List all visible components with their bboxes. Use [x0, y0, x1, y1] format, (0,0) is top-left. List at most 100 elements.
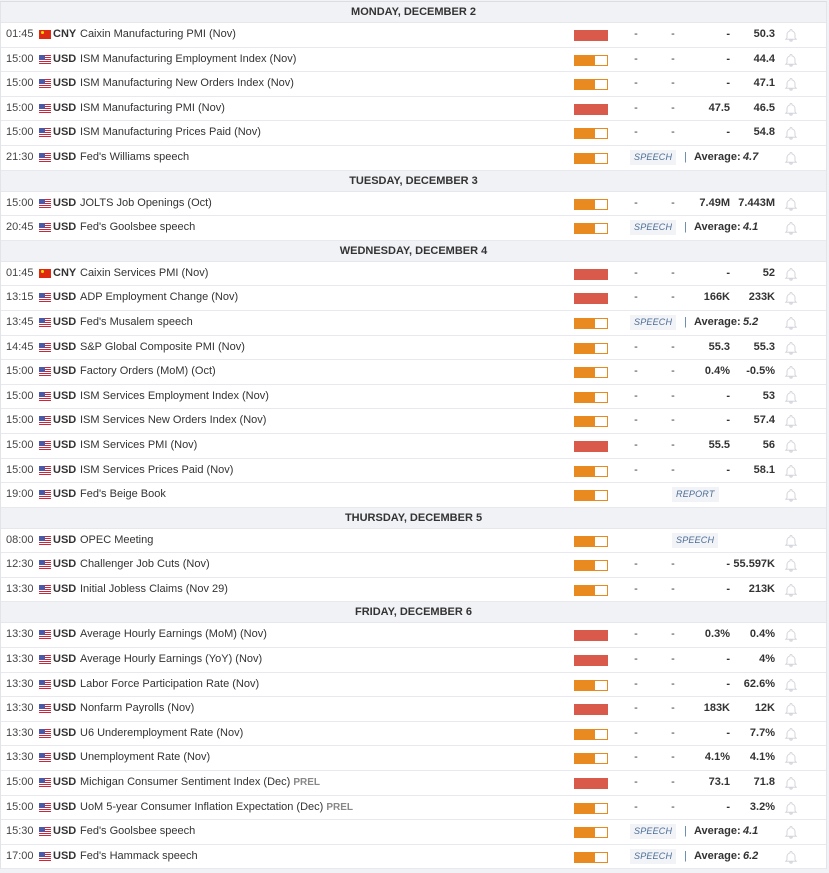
- bell-alert-icon[interactable]: [784, 221, 798, 235]
- impact-medium-indicator: [574, 198, 608, 210]
- bell-alert-icon[interactable]: [784, 534, 798, 548]
- event-name[interactable]: S&P Global Composite PMI (Nov): [80, 336, 245, 359]
- event-name[interactable]: Factory Orders (MoM) (Oct): [80, 360, 216, 383]
- event-name[interactable]: Caixin Services PMI (Nov): [80, 262, 208, 285]
- event-name[interactable]: ISM Services Employment Index (Nov): [80, 385, 269, 408]
- event-row[interactable]: 15:00 USD ISM Services Employment Index (N…: [1, 384, 826, 410]
- event-row[interactable]: 15:00 USD ISM Manufacturing New Orders Ind…: [1, 72, 826, 97]
- event-row[interactable]: 13:30 USD Initial Jobless Claims (Nov 29) -…: [1, 577, 826, 603]
- event-row[interactable]: 20:45 USD Fed's Goolsbee speech SPEECH | Aver…: [1, 216, 826, 241]
- event-row[interactable]: 13:15 USD ADP Employment Change (Nov) - - 166…: [1, 286, 826, 311]
- event-name[interactable]: UoM 5-year Consumer Inflation Expectatio…: [80, 796, 353, 819]
- event-name-text: ISM Manufacturing Prices Paid (Nov): [80, 126, 261, 139]
- bell-alert-icon[interactable]: [784, 628, 798, 643]
- event-row[interactable]: 15:00 USD ISM Services PMI (Nov) - - 55.5 56: [1, 433, 826, 459]
- event-name[interactable]: Nonfarm Payrolls (Nov): [80, 697, 194, 720]
- bell-alert-icon[interactable]: [784, 126, 798, 141]
- event-name[interactable]: ISM Manufacturing New Orders Index (Nov): [80, 72, 294, 95]
- bell-alert-icon[interactable]: [784, 197, 798, 211]
- event-row[interactable]: 15:00 USD Factory Orders (MoM) (Oct) - - 0.4%…: [1, 360, 826, 385]
- separator: |: [684, 150, 687, 163]
- event-name[interactable]: Challenger Job Cuts (Nov): [80, 553, 210, 576]
- event-row[interactable]: 13:30 USD U6 Underemployment Rate (Nov) - - -…: [1, 721, 826, 747]
- bell-alert-icon[interactable]: [784, 825, 798, 839]
- bell-alert-icon[interactable]: [784, 727, 798, 741]
- event-time: 15:30: [6, 825, 34, 838]
- event-row[interactable]: 21:30 USD Fed's Williams speech SPEECH | Aver…: [1, 145, 826, 171]
- event-row[interactable]: 15:00 USD ISM Manufacturing PMI (Nov) - - 47.…: [1, 96, 826, 122]
- event-name[interactable]: ISM Services New Orders Index (Nov): [80, 409, 266, 432]
- event-name[interactable]: Fed's Hammack speech: [80, 845, 198, 868]
- event-name[interactable]: Caixin Manufacturing PMI (Nov): [80, 23, 236, 46]
- bell-alert-icon[interactable]: [784, 341, 798, 355]
- bell-alert-icon[interactable]: [784, 702, 798, 716]
- event-row[interactable]: 15:00 USD ISM Manufacturing Prices Paid (N…: [1, 121, 826, 146]
- event-name[interactable]: U6 Underemployment Rate (Nov): [80, 722, 243, 745]
- event-row[interactable]: 19:00 USD Fed's Beige Book REPORT: [1, 483, 826, 508]
- bell-alert-icon[interactable]: [784, 316, 798, 330]
- event-name[interactable]: ISM Services PMI (Nov): [80, 434, 197, 457]
- event-row[interactable]: 13:45 USD Fed's Musalem speech SPEECH | Avera…: [1, 310, 826, 336]
- event-name[interactable]: Unemployment Rate (Nov): [80, 746, 210, 769]
- event-name[interactable]: ISM Manufacturing Prices Paid (Nov): [80, 121, 261, 144]
- bell-alert-icon[interactable]: [784, 291, 798, 306]
- consensus-value: -: [726, 389, 730, 402]
- bell-alert-icon[interactable]: [784, 464, 798, 478]
- bell-alert-icon[interactable]: [784, 28, 798, 42]
- event-row[interactable]: 01:45 CNY Caixin Manufacturing PMI (Nov) - -…: [1, 23, 826, 48]
- event-name[interactable]: Fed's Beige Book: [80, 483, 166, 506]
- impact-medium-indicator: [574, 535, 608, 547]
- event-name[interactable]: Michigan Consumer Sentiment Index (Dec) P…: [80, 771, 320, 794]
- event-row[interactable]: 15:00 USD ISM Services New Orders Index (N…: [1, 409, 826, 434]
- event-name[interactable]: Labor Force Participation Rate (Nov): [80, 673, 259, 696]
- event-row[interactable]: 08:00 USD OPEC Meeting SPEECH: [1, 528, 826, 554]
- event-name[interactable]: Average Hourly Earnings (MoM) (Nov): [80, 623, 267, 646]
- bell-alert-icon[interactable]: [784, 678, 798, 692]
- bell-alert-icon[interactable]: [784, 439, 798, 453]
- event-row[interactable]: 13:30 USD Average Hourly Earnings (MoM) (N…: [1, 623, 826, 649]
- event-row[interactable]: 15:30 USD Fed's Goolsbee speech SPEECH | Aver…: [1, 820, 826, 845]
- bell-alert-icon[interactable]: [784, 488, 798, 502]
- bell-alert-icon[interactable]: [784, 776, 798, 790]
- event-name[interactable]: ISM Manufacturing PMI (Nov): [80, 97, 225, 120]
- bell-alert-icon[interactable]: [784, 390, 798, 404]
- event-row[interactable]: 15:00 USD ISM Services Prices Paid (Nov) - -…: [1, 458, 826, 484]
- bell-alert-icon[interactable]: [784, 850, 798, 864]
- event-row[interactable]: 01:45 CNY Caixin Services PMI (Nov) - - - 52: [1, 261, 826, 287]
- event-name[interactable]: ISM Manufacturing Employment Index (Nov): [80, 48, 296, 71]
- bell-alert-icon[interactable]: [784, 267, 798, 281]
- event-name[interactable]: Fed's Williams speech: [80, 146, 189, 169]
- bell-alert-icon[interactable]: [784, 53, 798, 67]
- bell-alert-icon[interactable]: [784, 558, 798, 573]
- event-row[interactable]: 13:30 USD Average Hourly Earnings (YoY) (N…: [1, 648, 826, 673]
- event-name[interactable]: ADP Employment Change (Nov): [80, 286, 238, 309]
- event-name[interactable]: Average Hourly Earnings (YoY) (Nov): [80, 648, 262, 671]
- event-row[interactable]: 15:00 USD JOLTS Job Openings (Oct) - - 7.49M 7…: [1, 191, 826, 217]
- event-row[interactable]: 15:00 USD ISM Manufacturing Employment Ind…: [1, 47, 826, 73]
- bell-alert-icon[interactable]: [784, 151, 798, 165]
- bell-alert-icon[interactable]: [784, 583, 798, 597]
- event-row[interactable]: 17:00 USD Fed's Hammack speech SPEECH | Avera…: [1, 844, 826, 870]
- bell-alert-icon[interactable]: [784, 653, 798, 667]
- event-name[interactable]: Fed's Goolsbee speech: [80, 820, 195, 843]
- event-row[interactable]: 15:00 USD Michigan Consumer Sentiment Inde…: [1, 771, 826, 796]
- event-name[interactable]: Initial Jobless Claims (Nov 29): [80, 578, 228, 601]
- event-row[interactable]: 13:30 USD Labor Force Participation Rate (…: [1, 672, 826, 698]
- event-row[interactable]: 13:30 USD Unemployment Rate (Nov) - - 4.1% 4.1…: [1, 746, 826, 772]
- bell-alert-icon[interactable]: [784, 77, 798, 91]
- bell-alert-icon[interactable]: [784, 414, 798, 429]
- bell-alert-icon[interactable]: [784, 102, 798, 116]
- event-name[interactable]: Fed's Goolsbee speech: [80, 216, 195, 239]
- event-name[interactable]: JOLTS Job Openings (Oct): [80, 192, 212, 215]
- event-name[interactable]: ISM Services Prices Paid (Nov): [80, 459, 233, 482]
- event-row[interactable]: 13:30 USD Nonfarm Payrolls (Nov) - - 183K 12K: [1, 697, 826, 722]
- actual-value: -: [634, 558, 638, 571]
- event-row[interactable]: 14:45 USD S&P Global Composite PMI (Nov) - -…: [1, 335, 826, 361]
- event-name[interactable]: Fed's Musalem speech: [80, 311, 193, 334]
- event-row[interactable]: 15:00 USD UoM 5-year Consumer Inflation Ex…: [1, 795, 826, 821]
- bell-alert-icon[interactable]: [784, 365, 798, 379]
- bell-alert-icon[interactable]: [784, 751, 798, 766]
- event-row[interactable]: 12:30 USD Challenger Job Cuts (Nov) - - -55.5…: [1, 553, 826, 578]
- bell-alert-icon[interactable]: [784, 801, 798, 815]
- event-name[interactable]: OPEC Meeting: [80, 529, 153, 552]
